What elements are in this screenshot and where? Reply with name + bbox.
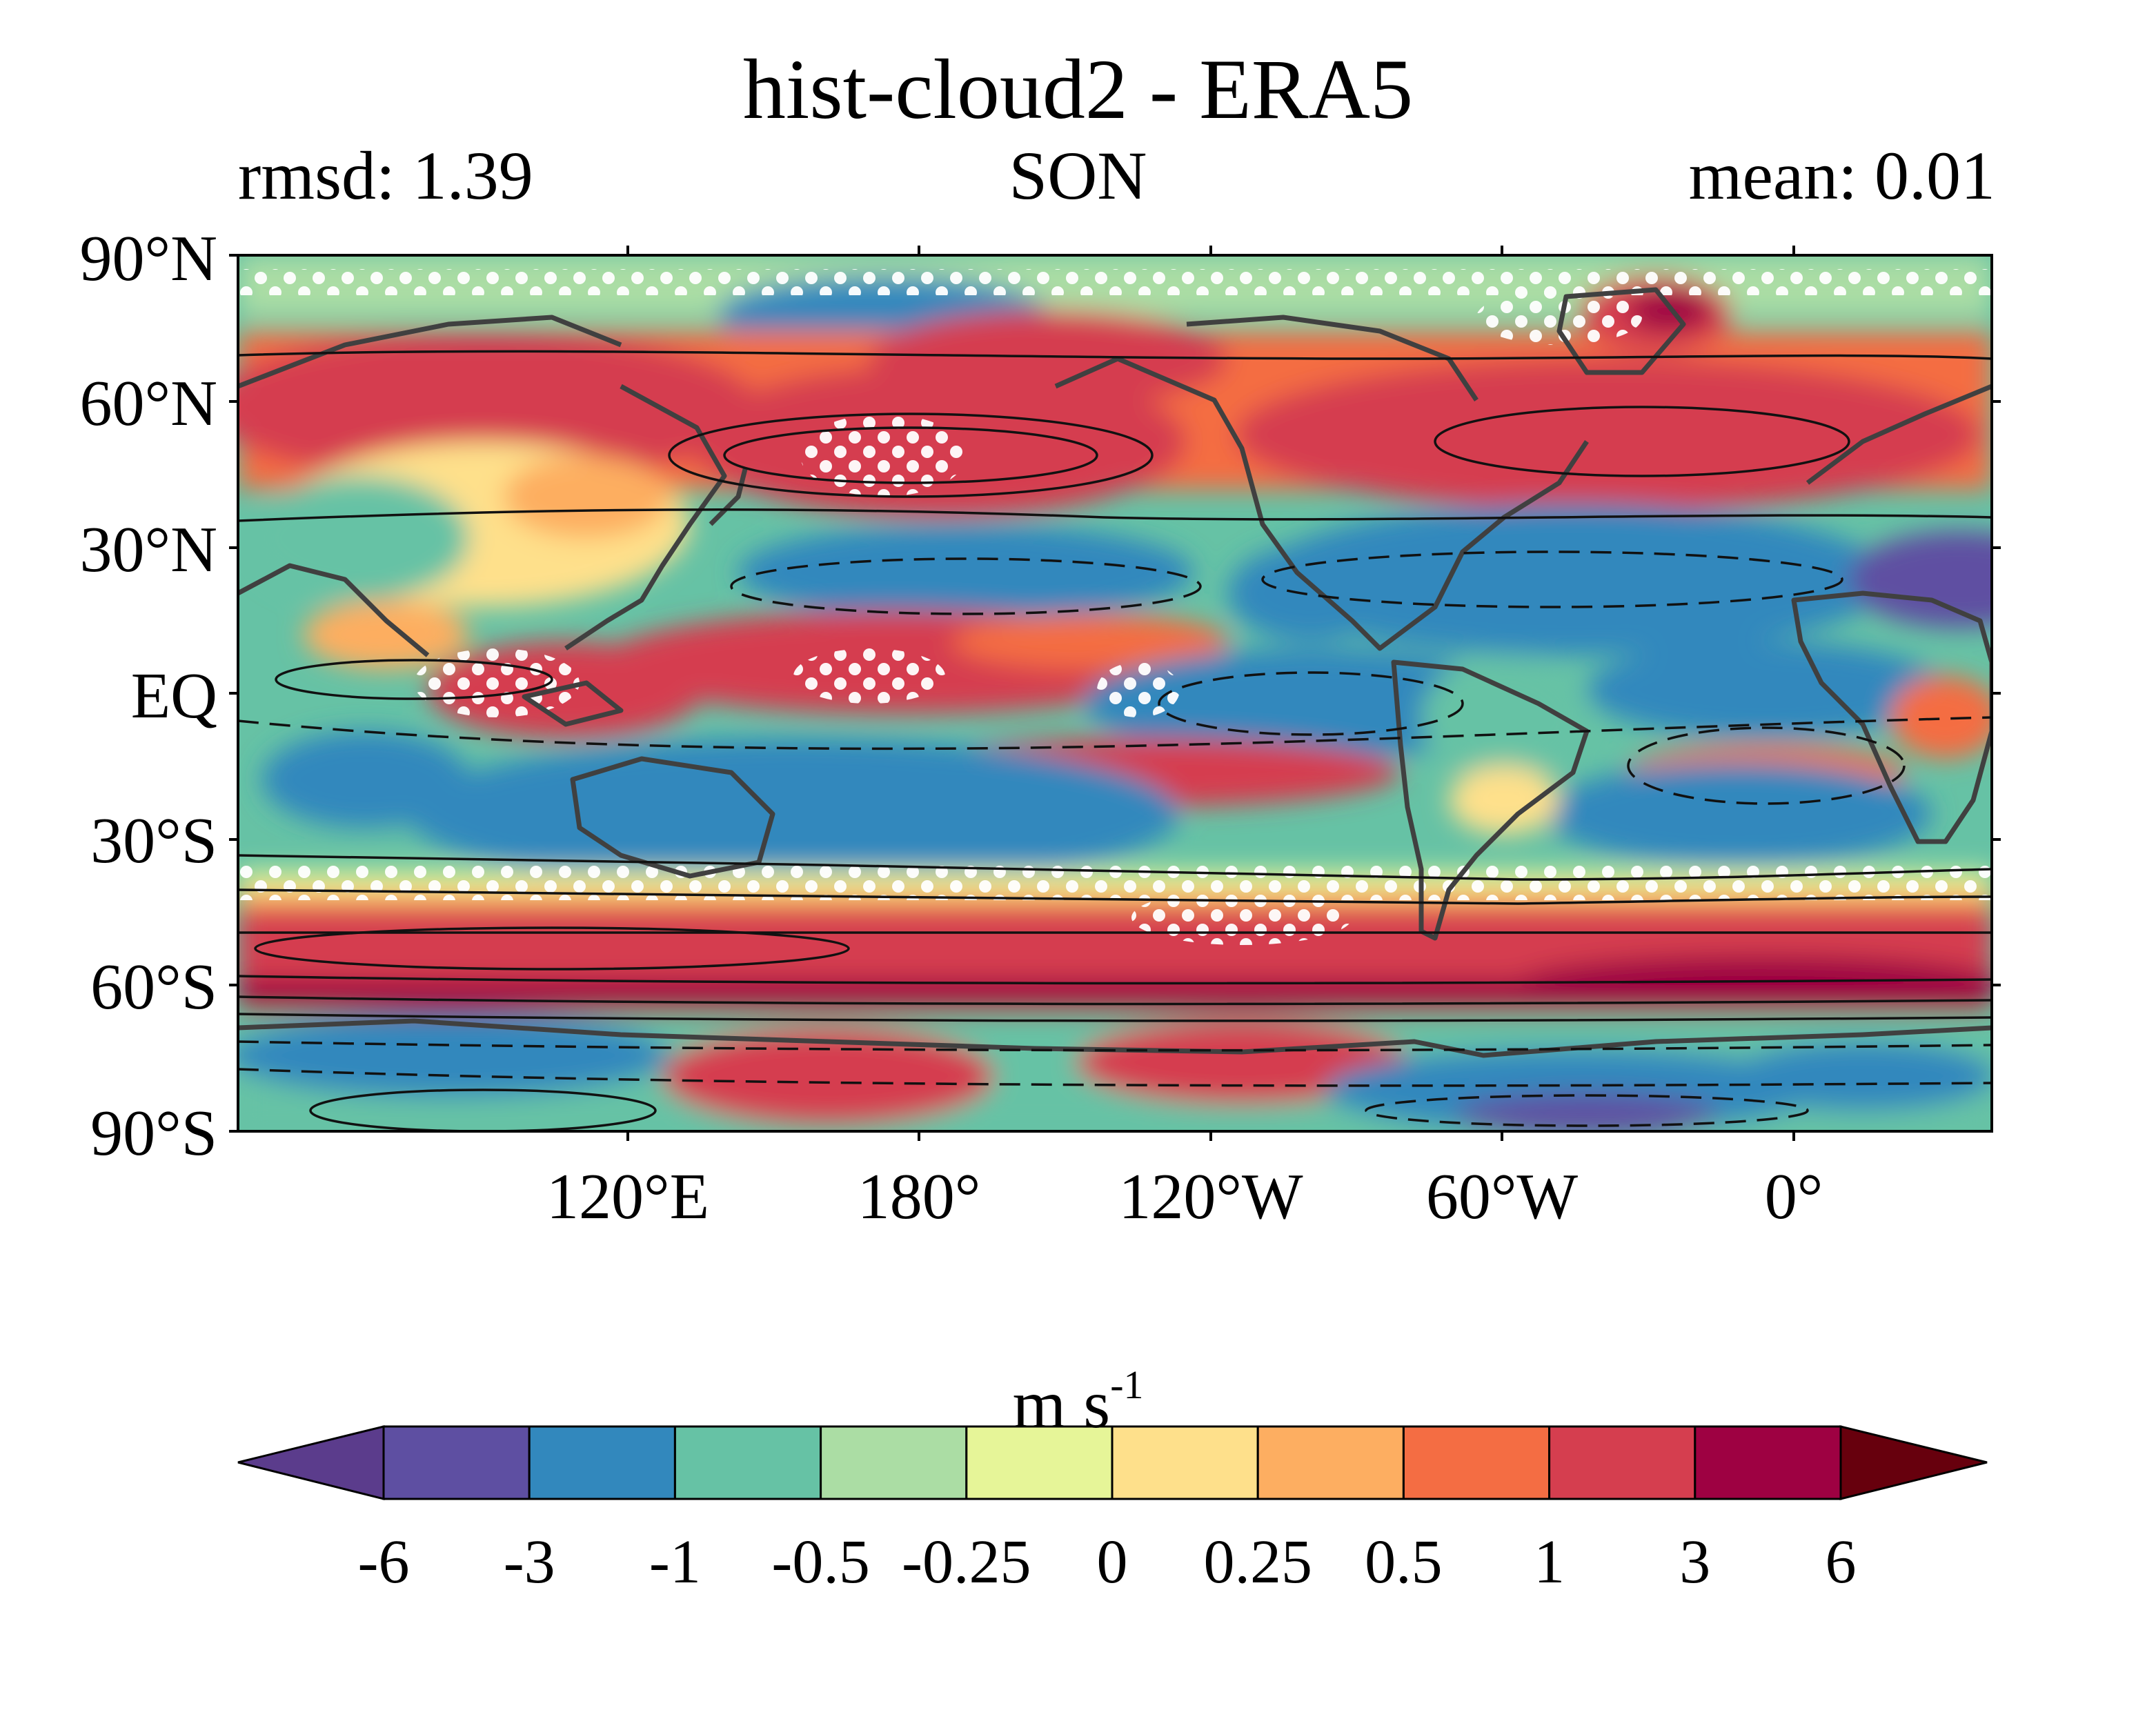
colorbar-box (1694, 1425, 1842, 1500)
colorbar-tick-label: 0 (1096, 1528, 1128, 1596)
colorbar-tick-label: -0.5 (771, 1528, 870, 1596)
colorbar-tick-label: -6 (357, 1528, 410, 1596)
lat-label-60n: 60°N (79, 368, 217, 439)
colorbar-tick-label: 1 (1534, 1528, 1565, 1596)
colorbar-tick-label: -3 (503, 1528, 555, 1596)
colorbar-box (1256, 1425, 1405, 1500)
lat-label-30s: 30°S (90, 805, 217, 877)
season-label: SON (1009, 137, 1147, 214)
map-ticks (229, 246, 2001, 1141)
mean-label: mean: 0.01 (1688, 137, 1995, 214)
lat-label-60s: 60°S (90, 951, 217, 1023)
stippling (238, 269, 1992, 945)
colorbar-tick-label: 6 (1825, 1528, 1857, 1596)
colorbar-tick-label: 3 (1679, 1528, 1711, 1596)
colorbar-over-arrow (1839, 1425, 1988, 1500)
lat-label-30n: 30°N (79, 514, 217, 586)
colorbar-unit-exponent: -1 (1110, 1362, 1144, 1407)
colorbar-tick-label: -1 (649, 1528, 701, 1596)
contour-lines (238, 350, 1992, 1131)
lat-label-90s: 90°S (90, 1097, 217, 1169)
field-contours (238, 255, 1992, 1131)
colorbar (237, 1425, 1988, 1500)
lon-label-60w: 60°W (1425, 1161, 1579, 1233)
lat-label-90n: 90°N (79, 223, 217, 295)
colorbar-tick-label: 0.5 (1365, 1528, 1443, 1596)
lon-label-180: 180° (857, 1161, 981, 1233)
lon-label-120w: 120°W (1118, 1161, 1303, 1233)
lon-label-120e: 120°E (546, 1161, 710, 1233)
colorbar-boxes (382, 1425, 1842, 1500)
colorbar-box (1402, 1425, 1551, 1500)
colorbar-unit: m s (1012, 1366, 1111, 1442)
lat-label-eq: EQ (130, 660, 217, 732)
contour-lines-negative (238, 550, 1992, 1127)
colorbar-box (382, 1425, 531, 1500)
colorbar-tick-label: -0.25 (902, 1528, 1031, 1596)
map-field (238, 255, 1992, 1131)
colorbar-tick-label: 0.25 (1203, 1528, 1312, 1596)
colorbar-box (820, 1425, 968, 1500)
colorbar-box (1111, 1425, 1259, 1500)
colorbar-box (673, 1425, 822, 1500)
colorbar-title: m s-1 (0, 1351, 2156, 1439)
map-title: hist-cloud2 - ERA5 (742, 42, 1414, 137)
rmsd-label: rmsd: 1.39 (238, 137, 533, 214)
lon-label-0: 0° (1764, 1161, 1823, 1233)
